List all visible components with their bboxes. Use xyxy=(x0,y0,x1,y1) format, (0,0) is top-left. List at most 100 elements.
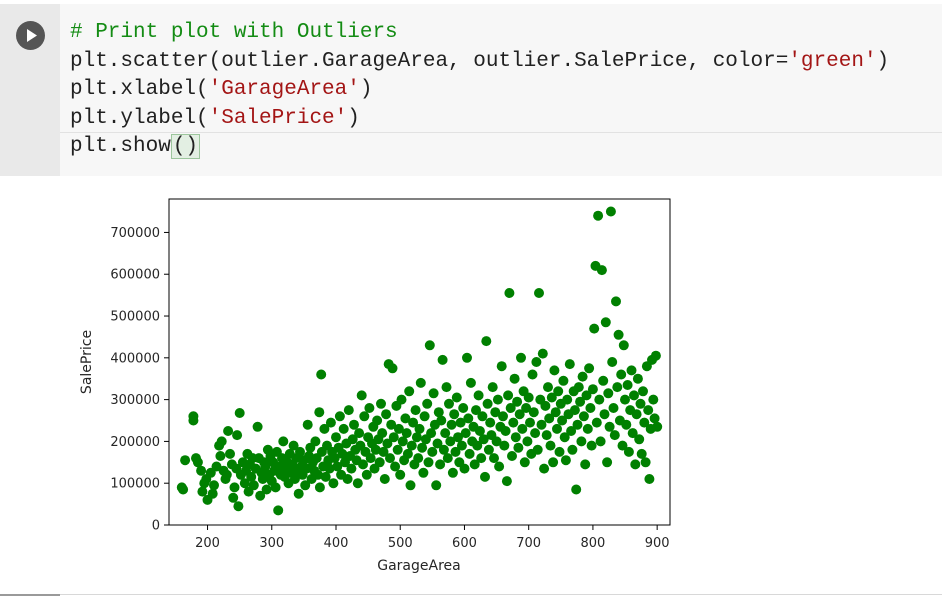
scatter-point xyxy=(552,423,562,434)
code-token: plt.show xyxy=(70,135,171,158)
y-tick-label: 600000 xyxy=(110,268,160,283)
scatter-point xyxy=(364,403,375,413)
scatter-point xyxy=(289,474,300,484)
scatter-point xyxy=(188,415,199,426)
scatter-point xyxy=(503,390,514,401)
current-line-separator xyxy=(60,132,942,133)
scatter-point xyxy=(482,398,493,409)
scatter-point xyxy=(581,390,592,401)
code-line: plt.xlabel('GarageArea') xyxy=(70,76,889,105)
scatter-point xyxy=(388,432,399,443)
scatter-point xyxy=(498,411,508,422)
scatter-point xyxy=(598,375,609,386)
scatter-point xyxy=(320,471,331,482)
scatter-point xyxy=(607,357,618,367)
code-editor[interactable]: # Print plot with Outliers plt.scatter(ou… xyxy=(60,4,942,176)
scatter-point xyxy=(329,453,340,464)
bracket-match-highlight: () xyxy=(170,134,201,159)
scatter-point xyxy=(358,459,368,470)
scatter-point xyxy=(332,461,343,472)
scatter-point xyxy=(613,329,624,340)
scatter-point xyxy=(255,490,266,501)
scatter-point xyxy=(270,482,281,493)
scatter-point xyxy=(587,384,598,395)
scatter-point xyxy=(310,436,321,447)
scatter-point xyxy=(521,403,532,413)
scatter-point xyxy=(324,463,335,474)
scatter-point xyxy=(295,446,305,457)
y-tick-label: 300000 xyxy=(110,393,160,408)
scatter-point xyxy=(356,390,367,401)
scatter-point xyxy=(459,463,470,474)
x-axis-label: GarageArea xyxy=(377,558,460,574)
scatter-point xyxy=(460,428,471,439)
scatter-point xyxy=(334,411,345,422)
scatter-point xyxy=(410,405,421,416)
code-cell[interactable]: # Print plot with Outliers plt.scatter(ou… xyxy=(0,4,942,176)
code-string: 'GarageArea' xyxy=(208,78,360,101)
scatter-point xyxy=(571,484,582,495)
scatter-point xyxy=(314,407,325,418)
scatter-point xyxy=(622,380,633,390)
scatter-point xyxy=(417,442,428,453)
scatter-point xyxy=(595,436,606,447)
y-axis-label: SalePrice xyxy=(79,330,95,394)
scatter-point xyxy=(600,317,611,328)
scatter-point xyxy=(402,448,413,459)
scatter-point xyxy=(594,394,605,405)
scatter-point xyxy=(560,455,571,466)
scatter-point xyxy=(508,417,519,428)
scatter-point xyxy=(229,482,240,493)
scatter-point xyxy=(248,480,259,491)
scatter-point xyxy=(589,323,600,334)
gutter-bottom-edge xyxy=(0,594,60,596)
scatter-point xyxy=(549,365,560,376)
scatter-point xyxy=(546,392,557,403)
scatter-point xyxy=(603,388,614,399)
scatter-point xyxy=(516,352,526,363)
scatter-point xyxy=(576,436,587,447)
scatter-point xyxy=(209,480,219,491)
scatter-point xyxy=(462,352,472,363)
scatter-point xyxy=(232,430,243,441)
bottom-border xyxy=(60,594,942,595)
scatter-point xyxy=(386,419,397,430)
code-token: plt.ylabel( xyxy=(70,106,209,130)
run-cell-button[interactable] xyxy=(16,21,45,50)
scatter-point xyxy=(557,415,568,426)
scatter-point xyxy=(616,369,627,380)
scatter-point xyxy=(392,444,403,455)
x-tick-label: 400 xyxy=(324,536,349,551)
scatter-point xyxy=(543,382,553,393)
scatter-point xyxy=(180,455,191,466)
scatter-point xyxy=(629,390,639,401)
y-tick-label: 0 xyxy=(152,519,160,534)
scatter-point xyxy=(544,413,555,424)
scatter-point xyxy=(458,403,469,413)
scatter-point xyxy=(234,408,245,418)
scatter-point xyxy=(446,419,457,430)
scatter-point xyxy=(426,428,437,439)
scatter-point xyxy=(585,403,596,413)
scatter-point xyxy=(374,457,385,468)
scatter-point xyxy=(634,434,645,445)
scatter-point xyxy=(643,405,654,416)
scatter-point xyxy=(260,461,271,472)
scatter-point xyxy=(445,436,456,447)
scatter-point xyxy=(623,446,634,457)
scatter-point xyxy=(575,396,586,407)
scatter-point xyxy=(638,386,648,397)
scatter-point xyxy=(406,440,417,451)
scatter-point xyxy=(512,396,523,407)
scatter-point xyxy=(500,426,511,436)
scatter-points xyxy=(176,206,663,516)
scatter-point xyxy=(387,363,398,374)
code-token: ) xyxy=(359,78,373,101)
scatter-point xyxy=(178,484,189,495)
scatter-point xyxy=(519,457,530,468)
code-text[interactable]: # Print plot with Outliers plt.scatter(ou… xyxy=(70,19,889,162)
x-tick-label: 800 xyxy=(581,536,606,551)
scatter-point xyxy=(441,382,452,393)
scatter-point xyxy=(273,505,284,516)
scatter-point xyxy=(541,430,552,441)
